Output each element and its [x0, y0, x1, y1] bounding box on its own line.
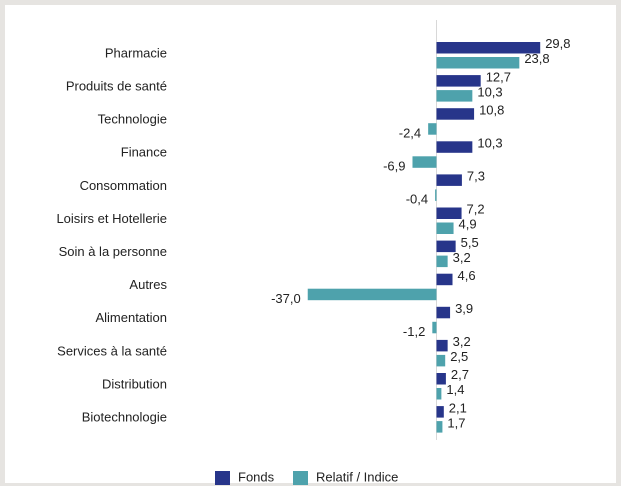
- bar: [436, 406, 444, 418]
- category-label: Soin à la personne: [59, 244, 167, 259]
- category-label: Distribution: [102, 376, 167, 391]
- bar: [412, 156, 437, 168]
- legend-label: Fonds: [238, 469, 275, 484]
- category-label: Services à la santé: [57, 343, 167, 358]
- bar: [307, 288, 437, 301]
- value-label: 7,3: [467, 169, 485, 184]
- category-label: Biotechnologie: [82, 410, 167, 425]
- value-label: 5,5: [461, 235, 479, 250]
- category-label: Finance: [121, 145, 167, 160]
- value-label: 4,6: [458, 268, 476, 283]
- bar: [436, 306, 451, 319]
- category-label: Technologie: [98, 112, 167, 127]
- bar: [436, 373, 446, 385]
- value-label: 7,2: [467, 202, 485, 217]
- value-label: -0,4: [406, 192, 428, 207]
- category-label: Produits de santé: [66, 79, 167, 94]
- value-label: 3,9: [455, 301, 473, 316]
- value-label: 23,8: [524, 51, 549, 66]
- bar: [436, 42, 541, 54]
- bar: [436, 354, 446, 367]
- value-label: 2,7: [451, 367, 469, 382]
- value-label: -37,0: [271, 291, 301, 306]
- bar: [436, 57, 520, 69]
- bar: [432, 321, 437, 334]
- bar: [436, 388, 442, 400]
- bar: [436, 108, 475, 120]
- value-label: 2,1: [449, 400, 467, 415]
- value-label: -1,2: [403, 324, 425, 339]
- value-label: 4,9: [459, 217, 477, 232]
- bar: [436, 90, 473, 102]
- bar: [436, 75, 481, 87]
- bar: [435, 189, 437, 201]
- category-label: Pharmacie: [105, 45, 167, 60]
- value-label: 3,2: [453, 250, 471, 265]
- category-label: Alimentation: [95, 310, 167, 325]
- legend-swatch: [293, 471, 308, 485]
- value-label: -6,9: [383, 158, 405, 173]
- category-label: Autres: [129, 277, 167, 292]
- bar: [428, 123, 437, 135]
- legend-swatch: [215, 471, 230, 485]
- category-label: Consommation: [80, 178, 167, 193]
- value-label: 3,2: [453, 334, 471, 349]
- bar: [436, 421, 443, 433]
- value-label: 10,8: [479, 102, 504, 117]
- value-label: 2,5: [450, 349, 468, 364]
- value-label: 1,7: [447, 415, 465, 430]
- value-label: 10,3: [477, 84, 502, 99]
- value-label: 12,7: [486, 69, 511, 84]
- bar: [436, 222, 454, 234]
- bar: [436, 255, 448, 268]
- bar: [436, 174, 462, 186]
- bar: [436, 273, 453, 286]
- panel: [5, 5, 616, 483]
- legend-label: Relatif / Indice: [316, 469, 398, 484]
- bar: [436, 207, 462, 219]
- bar: [436, 240, 456, 253]
- category-label: Loisirs et Hotellerie: [56, 211, 167, 226]
- value-label: 10,3: [477, 135, 502, 150]
- bar: [436, 141, 473, 153]
- bar: [436, 339, 448, 352]
- value-label: 1,4: [446, 382, 464, 397]
- value-label: -2,4: [399, 125, 421, 140]
- value-label: 29,8: [545, 36, 570, 51]
